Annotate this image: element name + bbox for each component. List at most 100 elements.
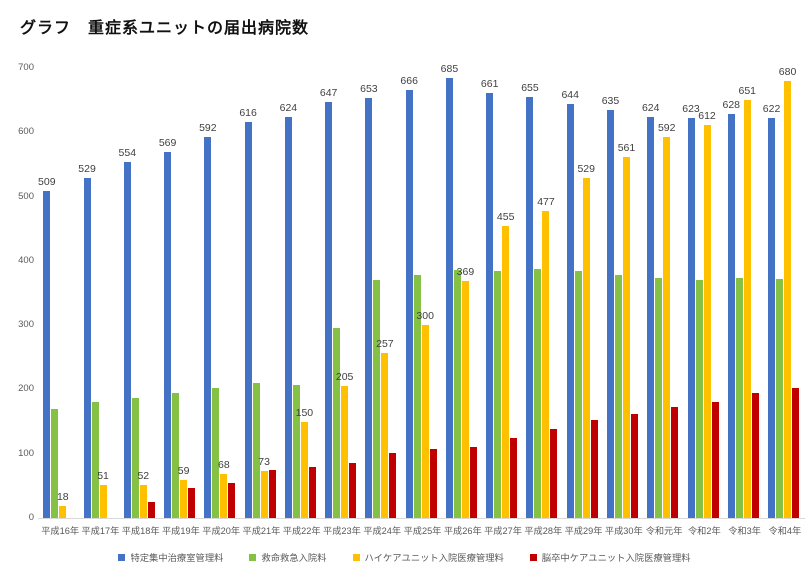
- bar: [389, 453, 397, 518]
- legend-swatch-icon: [529, 553, 537, 561]
- y-axis-tick-label: 700: [18, 62, 34, 73]
- x-axis-tick-label: 平成18年: [121, 526, 160, 536]
- bar: [461, 280, 469, 518]
- bar: [727, 114, 735, 518]
- legend: 特定集中治療室管理料 救命救急入院料 ハイケアユニット入院医療管理料 脳卒中ケアユニッ…: [0, 550, 809, 564]
- bar: [300, 421, 308, 518]
- x-axis-tick-label: 令和2年: [687, 526, 721, 536]
- data-label: 561: [617, 142, 636, 155]
- bar: [582, 177, 590, 518]
- data-label: 569: [158, 137, 177, 150]
- bar: [574, 270, 582, 518]
- bar: [188, 488, 196, 518]
- bar: [655, 277, 663, 518]
- bar: [59, 506, 67, 518]
- bar: [768, 118, 776, 518]
- data-label: 680: [778, 65, 797, 78]
- data-label: 628: [722, 99, 741, 112]
- data-label: 624: [279, 101, 298, 114]
- bar: [123, 161, 131, 518]
- data-label: 18: [56, 491, 69, 504]
- data-label: 647: [319, 87, 338, 100]
- bar: [373, 279, 381, 518]
- bar: [292, 384, 300, 518]
- data-label: 616: [239, 107, 257, 119]
- bar: [735, 277, 743, 518]
- x-axis-tick-label: 平成26年: [443, 526, 482, 536]
- bar: [614, 275, 622, 518]
- bar: [566, 104, 574, 518]
- bar: [308, 466, 316, 518]
- legend-swatch-icon: [352, 553, 360, 561]
- data-label: 635: [601, 94, 620, 107]
- bar: [228, 482, 236, 518]
- bar: [687, 117, 695, 518]
- bar: [647, 116, 655, 518]
- legend-label: ハイケアユニット入院医療管理料: [364, 553, 504, 563]
- bar: [405, 89, 413, 518]
- y-axis-tick-label: 500: [18, 190, 34, 202]
- x-axis-tick-label: 平成21年: [242, 526, 281, 536]
- bar: [220, 474, 228, 518]
- y-axis-tick-label: 600: [18, 126, 34, 138]
- x-axis-tick-label: 平成27年: [484, 526, 522, 536]
- x-axis-tick-label: 令和4年: [768, 526, 802, 536]
- legend-item: 救命救急入院料: [249, 550, 327, 564]
- bar: [421, 325, 429, 518]
- x-axis-tick-label: 令和3年: [728, 526, 761, 536]
- bar: [99, 485, 107, 518]
- bar: [252, 383, 260, 518]
- data-label: 612: [698, 109, 716, 122]
- chart-title: グラフ 重症系ユニットの届出病院数: [20, 20, 310, 37]
- x-axis-tick-label: 平成22年: [282, 526, 321, 536]
- bar: [325, 102, 333, 518]
- x-axis-tick-label: 令和元年: [645, 526, 683, 536]
- data-label: 529: [577, 162, 595, 175]
- data-label: 592: [199, 122, 217, 135]
- bar: [751, 393, 759, 518]
- bar: [164, 152, 172, 518]
- legend-item: 特定集中治療室管理料: [118, 550, 223, 564]
- bar: [341, 386, 349, 518]
- data-label: 477: [537, 196, 555, 209]
- data-label: 150: [295, 406, 314, 419]
- bar: [534, 268, 542, 518]
- y-axis-tick-label: 400: [18, 254, 34, 266]
- bar: [445, 77, 453, 518]
- y-axis-tick-label: 300: [18, 319, 34, 331]
- bar: [139, 484, 147, 518]
- bar: [429, 449, 437, 518]
- x-axis-line: [38, 518, 805, 519]
- data-label: 529: [78, 162, 96, 175]
- bar: [776, 278, 784, 518]
- data-label: 509: [38, 175, 56, 188]
- bar: [268, 470, 276, 518]
- x-axis-tick-label: 平成23年: [323, 526, 361, 536]
- legend-label: 救命救急入院料: [261, 553, 327, 563]
- x-axis-tick-label: 平成25年: [403, 526, 442, 536]
- data-label: 554: [118, 146, 137, 159]
- data-label: 257: [376, 337, 394, 350]
- data-label: 369: [456, 265, 475, 278]
- data-label: 644: [561, 89, 579, 101]
- bar: [453, 269, 461, 518]
- x-axis-tick-label: 平成16年: [41, 526, 80, 536]
- bar: [43, 190, 51, 518]
- bar: [671, 407, 679, 518]
- x-axis-tick-label: 平成30年: [604, 526, 643, 536]
- bar: [131, 397, 139, 518]
- legend-swatch-icon: [118, 553, 126, 561]
- data-label: 655: [521, 81, 539, 94]
- bar: [792, 387, 800, 518]
- bar: [526, 96, 534, 518]
- data-label: 300: [416, 310, 434, 323]
- data-label: 73: [258, 456, 270, 469]
- data-label: 661: [480, 78, 499, 91]
- legend-label: 特定集中治療室管理料: [130, 553, 224, 563]
- bar: [550, 429, 558, 518]
- data-label: 52: [137, 469, 150, 482]
- bar: [784, 80, 792, 518]
- x-axis-tick-label: 平成28年: [524, 526, 563, 536]
